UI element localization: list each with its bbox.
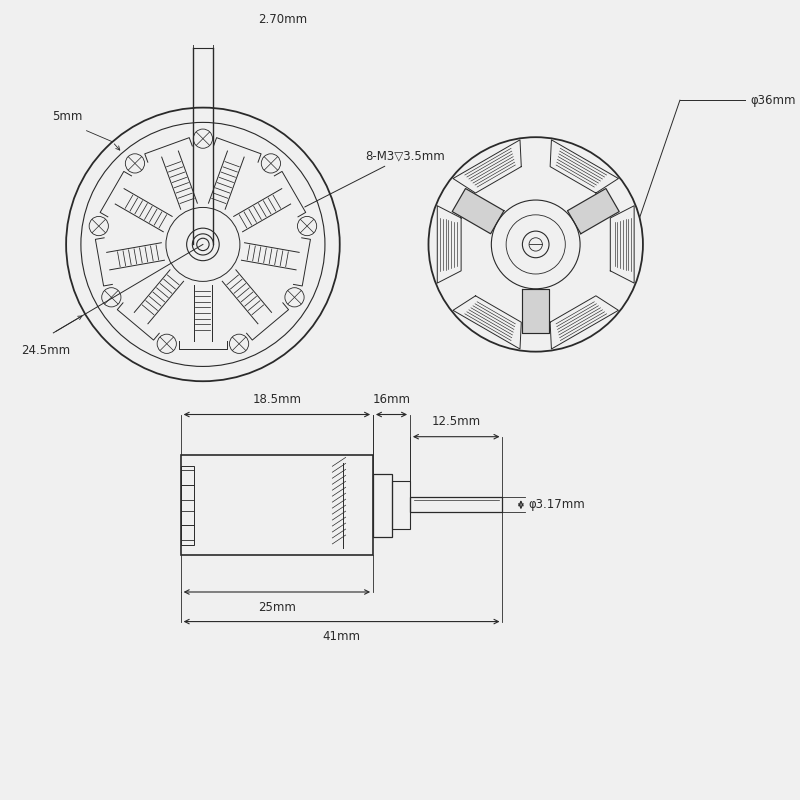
Bar [181, 466, 194, 545]
Polygon shape [452, 189, 504, 234]
Text: 24.5mm: 24.5mm [22, 344, 70, 357]
Bar [391, 481, 410, 529]
Text: 2.70mm: 2.70mm [258, 13, 307, 26]
Text: 41mm: 41mm [322, 630, 361, 643]
Text: 18.5mm: 18.5mm [252, 393, 302, 406]
Bar [373, 474, 391, 537]
Polygon shape [522, 289, 549, 333]
Text: 25mm: 25mm [258, 601, 296, 614]
Polygon shape [567, 189, 619, 234]
Bar [181, 455, 373, 555]
Text: 5mm: 5mm [53, 110, 83, 123]
Bar [410, 498, 502, 512]
Text: φ3.17mm: φ3.17mm [528, 498, 585, 511]
Text: 8-M3▽3.5mm: 8-M3▽3.5mm [305, 149, 446, 207]
Text: 12.5mm: 12.5mm [432, 415, 481, 428]
Text: φ36mm: φ36mm [750, 94, 796, 106]
Text: 16mm: 16mm [373, 393, 410, 406]
